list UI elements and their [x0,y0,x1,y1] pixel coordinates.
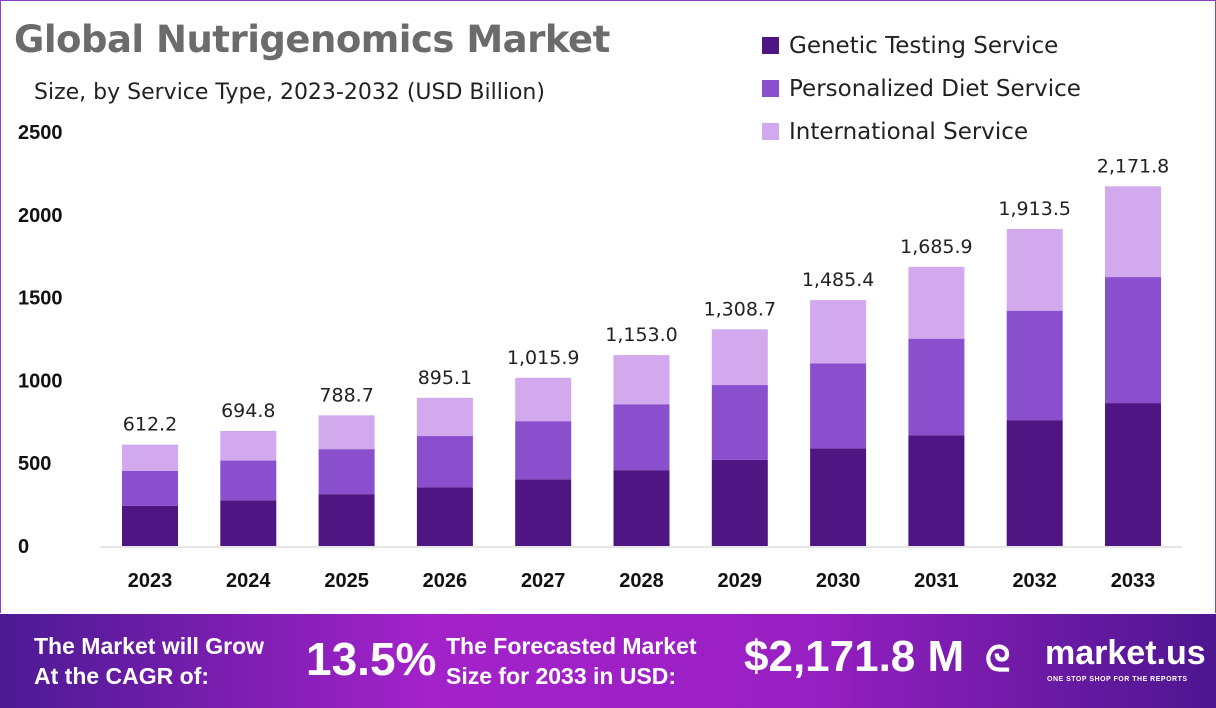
chart-title: Global Nutrigenomics Market [14,18,610,61]
y-tick-label: 1500 [18,288,63,310]
bar-segment [122,470,178,506]
y-tick-label: 1000 [18,370,63,392]
bar-segment [416,487,473,546]
legend: Genetic Testing Service Personalized Die… [762,24,1081,153]
legend-item-genetic: Genetic Testing Service [762,24,1081,67]
total-data-label: 1,913.5 [998,198,1071,220]
x-tick-label: 2027 [521,570,566,592]
bar-segment [1006,420,1063,546]
bar-segment [416,397,473,437]
bar-segment [810,448,867,546]
market-us-logo-icon: ᘓ [985,638,1011,679]
bar-segment [810,363,867,449]
bar-segment [1105,403,1161,546]
legend-swatch [762,80,779,97]
logo-name: market.us [1045,634,1206,672]
bar-segment [318,449,375,495]
bar-segment [613,470,670,546]
forecast-label: The Forecasted Market Size for 2033 in US… [446,633,697,689]
legend-label: Genetic Testing Service [789,32,1059,59]
total-data-label: 1,153.0 [605,324,678,346]
chart-plot: 0 500 1000 1500 2000 2500 612.2 2023 694.8 2024 78… [18,122,1182,592]
bar-segment [220,460,277,501]
x-tick-label: 2029 [718,570,763,592]
total-data-label: 612.2 [123,414,177,436]
bar-segment [220,430,277,461]
bar-segment [908,338,965,436]
x-tick-label: 2024 [226,570,271,592]
bar-segment [515,421,572,480]
total-data-label: 1,015.9 [507,347,580,369]
summary-banner: The Market will Grow At the CAGR of: 13.5… [0,614,1216,708]
legend-label: Personalized Diet Service [789,75,1081,102]
forecast-value: $2,171.8 M [744,632,965,681]
bar-segment [1105,277,1161,404]
x-tick-label: 2031 [914,570,959,592]
x-tick-label: 2023 [128,570,173,592]
x-tick-label: 2030 [816,570,861,592]
y-tick-label: 2500 [18,122,63,144]
legend-item-international: International Service [762,110,1081,153]
x-tick-label: 2026 [423,570,468,592]
total-data-label: 2,171.8 [1097,155,1170,177]
bar-segment [810,300,867,364]
total-data-label: 1,485.4 [802,269,875,291]
bar-segment [1105,186,1161,278]
x-tick-label: 2032 [1012,570,1057,592]
x-tick-label: 2025 [324,570,369,592]
bar-segment [220,500,277,546]
bar-segment [122,505,178,546]
logo-tagline: ONE STOP SHOP FOR THE REPORTS [1047,676,1188,683]
bar-segment [711,329,768,386]
bar-segment [515,479,572,546]
legend-label: International Service [789,118,1029,145]
bar-segment [1006,229,1063,311]
bar-segment [613,355,670,405]
bar-segment [613,404,670,471]
x-tick-label: 2033 [1111,570,1156,592]
bar-segment [711,459,768,546]
bar-segment [318,415,375,450]
bar-segment [908,266,965,339]
bar-segment [416,436,473,488]
total-data-label: 1,685.9 [900,236,973,258]
bar-segment [711,385,768,460]
y-tick-label: 2000 [18,205,63,227]
bar-segment [908,435,965,546]
total-data-label: 788.7 [319,384,373,406]
total-data-label: 895.1 [418,367,472,389]
bar-segment [515,377,572,422]
total-data-label: 694.8 [221,400,275,422]
chart-subtitle: Size, by Service Type, 2023-2032 (USD Bi… [34,80,545,105]
y-tick-label: 500 [18,453,51,475]
legend-item-personalized: Personalized Diet Service [762,67,1081,110]
cagr-label: The Market will Grow At the CAGR of: [34,633,265,689]
legend-swatch [762,37,779,54]
bar-segment [1006,310,1063,421]
bar-segment [318,494,375,546]
cagr-value: 13.5% [306,633,437,685]
x-tick-label: 2028 [619,570,664,592]
y-tick-label: 0 [18,536,29,558]
legend-swatch [762,123,779,140]
bar-segment [122,444,178,471]
total-data-label: 1,308.7 [704,298,777,320]
